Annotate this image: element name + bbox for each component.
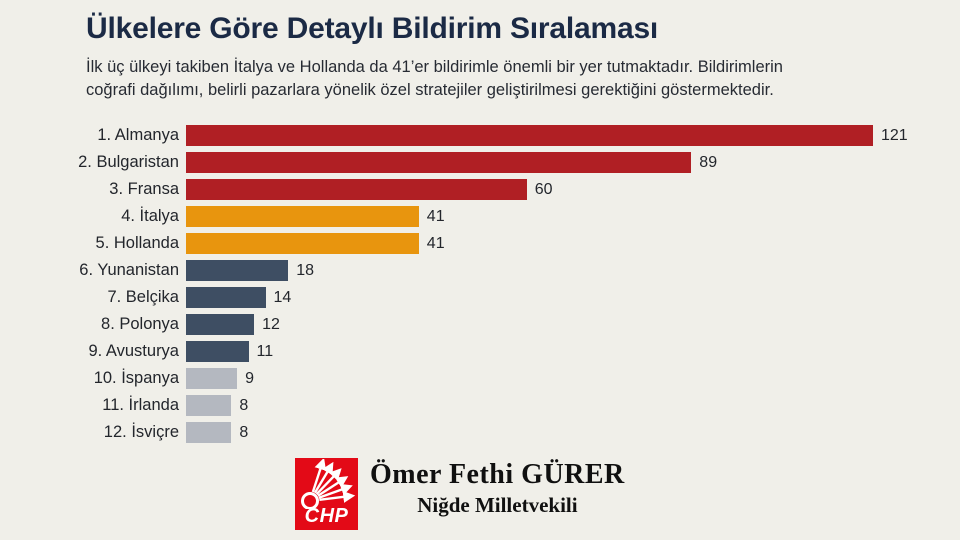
- bar: [186, 206, 419, 227]
- country-label: 2. Bulgaristan: [78, 153, 179, 171]
- value-label: 14: [273, 288, 292, 306]
- bar: [186, 314, 255, 335]
- footer-text: Ömer Fethi GÜRER Niğde Milletvekili: [370, 458, 625, 530]
- chart-row: 9. Avusturya 11: [0, 338, 960, 365]
- deputy-role: Niğde Milletvekili: [417, 493, 578, 517]
- value-label: 9: [245, 369, 254, 387]
- value-label: 12: [262, 315, 280, 333]
- country-label: 8. Polonya: [101, 315, 179, 333]
- chart-row: 1. Almanya 121: [0, 122, 960, 149]
- value-label: 8: [239, 396, 249, 414]
- country-label: 5. Hollanda: [95, 234, 179, 252]
- country-label: 4. İtalya: [121, 207, 179, 225]
- bar-chart: 1. Almanya 121 2. Bulgaristan 89 3. Fransa 60…: [0, 122, 960, 446]
- chart-row: 5. Hollanda 41: [0, 230, 960, 257]
- country-label: 10. İspanya: [93, 369, 179, 387]
- value-label: 89: [699, 153, 718, 171]
- bar: [186, 395, 232, 416]
- value-label: 18: [296, 261, 314, 279]
- country-label: 6. Yunanistan: [79, 261, 179, 279]
- chart-subtitle: İlk üç ülkeyi takiben İtalya ve Hollanda…: [86, 56, 783, 102]
- bar: [186, 152, 692, 173]
- chart-row: 2. Bulgaristan 89: [0, 149, 960, 176]
- chart-row: 7. Belçika 14: [0, 284, 960, 311]
- subtitle-line-1: İlk üç ülkeyi takiben İtalya ve Hollanda…: [86, 58, 783, 76]
- bar: [186, 233, 419, 254]
- bar: [186, 260, 289, 281]
- bar: [186, 422, 232, 443]
- chart-row: 6. Yunanistan 18: [0, 257, 960, 284]
- chart-row: 12. İsviçre 8: [0, 419, 960, 446]
- footer: CHP Ömer Fethi GÜRER Niğde Milletvekili: [295, 458, 625, 530]
- chart-row: 3. Fransa 60: [0, 176, 960, 203]
- value-label: 121: [881, 126, 908, 144]
- country-label: 7. Belçika: [107, 288, 179, 306]
- value-label: 41: [426, 207, 445, 225]
- value-label: 11: [256, 342, 274, 360]
- country-label: 12. İsviçre: [103, 423, 179, 441]
- bar: [186, 179, 527, 200]
- chart-row: 11. İrlanda 8: [0, 392, 960, 419]
- value-label: 8: [239, 423, 249, 441]
- value-label: 60: [534, 180, 553, 198]
- value-label: 41: [426, 234, 445, 252]
- bar: [186, 341, 249, 362]
- deputy-name: Ömer Fethi GÜRER: [370, 459, 625, 490]
- six-arrows-icon: [301, 459, 356, 509]
- country-label: 11. İrlanda: [102, 396, 179, 414]
- bar: [186, 287, 266, 308]
- chart-row: 4. İtalya 41: [0, 203, 960, 230]
- chp-logo-text: CHP: [304, 505, 349, 527]
- subtitle-line-2: coğrafi dağılımı, belirli pazarlara yöne…: [86, 81, 774, 99]
- chart-row: 8. Polonya 12: [0, 311, 960, 338]
- country-label: 1. Almanya: [97, 126, 179, 144]
- page-title: Ülkelere Göre Detaylı Bildirim Sıralamas…: [86, 12, 659, 45]
- bar: [186, 368, 238, 389]
- chart-row: 10. İspanya 9: [0, 365, 960, 392]
- bar: [186, 125, 873, 146]
- country-label: 3. Fransa: [109, 180, 179, 198]
- country-label: 9. Avusturya: [88, 342, 179, 360]
- chp-logo: CHP: [295, 458, 358, 530]
